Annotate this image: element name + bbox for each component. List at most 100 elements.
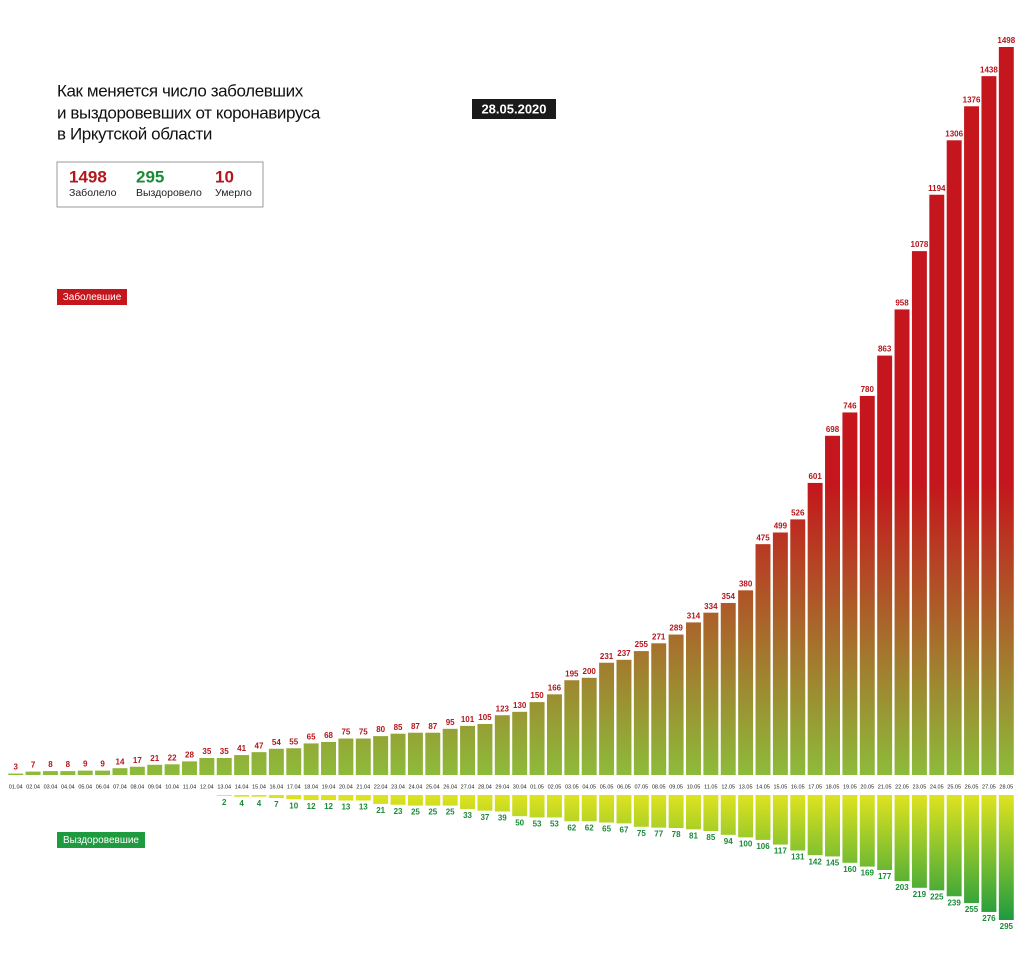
bar-sick <box>182 761 197 775</box>
bar-sick <box>303 743 319 775</box>
legend-badge <box>57 832 145 848</box>
bar-sick <box>147 764 163 775</box>
bar-recovered <box>790 795 806 851</box>
x-tick-label: 30.04 <box>513 784 527 790</box>
value-label: 10 <box>289 801 298 810</box>
bar-sick <box>911 251 927 775</box>
value-label: 100 <box>739 839 753 848</box>
value-label: 35 <box>202 747 211 756</box>
bar-sick <box>25 771 41 775</box>
value-label: 2 <box>222 798 227 807</box>
bar-sick <box>720 602 736 775</box>
stat-label: Умерло <box>215 187 252 199</box>
value-label: 101 <box>461 715 475 724</box>
bar-recovered <box>286 795 302 800</box>
value-label: 21 <box>376 806 385 815</box>
bar-recovered <box>460 795 476 809</box>
value-label: 746 <box>843 402 857 411</box>
value-label: 13 <box>359 803 368 812</box>
value-label: 169 <box>861 869 875 878</box>
legend-label: Выздоровевшие <box>63 835 139 846</box>
value-label: 177 <box>878 872 892 881</box>
bar-sick <box>998 47 1014 775</box>
value-label: 1498 <box>997 36 1015 45</box>
value-label: 75 <box>341 728 350 737</box>
value-label: 1194 <box>928 184 946 193</box>
x-tick-label: 11.04 <box>183 784 196 790</box>
stat-label: Заболело <box>69 187 117 199</box>
value-label: 200 <box>583 667 597 676</box>
x-tick-label: 22.04 <box>374 784 388 790</box>
value-label: 12 <box>307 802 316 811</box>
bar-recovered <box>616 795 632 824</box>
bar-sick <box>77 770 93 775</box>
value-label: 9 <box>100 760 105 769</box>
bar-recovered <box>911 795 927 888</box>
value-label: 499 <box>774 522 788 531</box>
value-label: 160 <box>843 865 857 874</box>
bar-recovered <box>668 795 684 829</box>
x-tick-label: 04.05 <box>582 784 596 790</box>
bar-recovered <box>859 795 875 867</box>
x-tick-label: 03.05 <box>565 784 579 790</box>
bar-sick <box>199 757 215 775</box>
bar-recovered <box>338 795 354 801</box>
x-tick-label: 28.04 <box>478 784 492 790</box>
value-label: 7 <box>31 761 36 770</box>
value-label: 22 <box>168 753 177 762</box>
bar-recovered <box>425 795 441 806</box>
bar-recovered <box>390 795 406 805</box>
bar-recovered <box>373 795 389 804</box>
value-label: 1078 <box>911 240 929 249</box>
value-label: 85 <box>394 723 403 732</box>
x-tick-label: 17.04 <box>287 784 301 790</box>
value-label: 601 <box>808 472 822 481</box>
bar-recovered <box>651 795 667 828</box>
value-label: 295 <box>1000 922 1014 931</box>
value-label: 75 <box>359 728 368 737</box>
value-label: 3 <box>13 763 18 772</box>
value-label: 863 <box>878 345 892 354</box>
bar-sick <box>512 711 528 775</box>
title-line: и выздоровевших от коронавируса <box>57 103 321 122</box>
x-tick-label: 08.05 <box>652 784 666 790</box>
bar-recovered <box>686 795 701 830</box>
bar-recovered <box>825 795 840 857</box>
bar-sick <box>668 634 684 775</box>
x-tick-label: 02.05 <box>548 784 562 790</box>
x-tick-label: 26.05 <box>965 784 979 790</box>
bar-recovered <box>998 795 1014 920</box>
legend-label: Заболевшие <box>63 291 122 303</box>
bar-sick <box>234 755 250 775</box>
value-label: 65 <box>307 733 316 742</box>
stat-value: 10 <box>215 167 234 186</box>
value-label: 142 <box>808 857 822 866</box>
value-label: 1306 <box>945 129 963 138</box>
x-tick-label: 01.05 <box>530 784 544 790</box>
bar-sick <box>477 723 493 775</box>
value-label: 25 <box>446 808 455 817</box>
value-label: 25 <box>428 808 437 817</box>
x-tick-label: 10.05 <box>687 784 701 790</box>
x-tick-label: 12.04 <box>200 784 214 790</box>
value-label: 62 <box>567 823 576 832</box>
value-label: 47 <box>255 741 264 750</box>
value-label: 231 <box>600 652 614 661</box>
value-label: 78 <box>672 830 681 839</box>
value-label: 50 <box>515 818 524 827</box>
bar-sick <box>355 738 371 775</box>
bar-recovered <box>355 795 371 801</box>
bar-recovered <box>755 795 771 840</box>
value-label: 62 <box>585 823 594 832</box>
value-label: 94 <box>724 837 733 846</box>
x-tick-label: 05.05 <box>600 784 614 790</box>
bar-recovered <box>321 795 336 801</box>
value-label: 4 <box>239 799 244 808</box>
date-badge <box>472 99 556 119</box>
x-tick-label: 13.04 <box>217 784 231 790</box>
value-label: 166 <box>548 683 562 692</box>
bar-recovered <box>581 795 597 822</box>
value-label: 219 <box>913 890 927 899</box>
value-label: 289 <box>669 624 683 633</box>
x-tick-label: 27.04 <box>461 784 475 790</box>
